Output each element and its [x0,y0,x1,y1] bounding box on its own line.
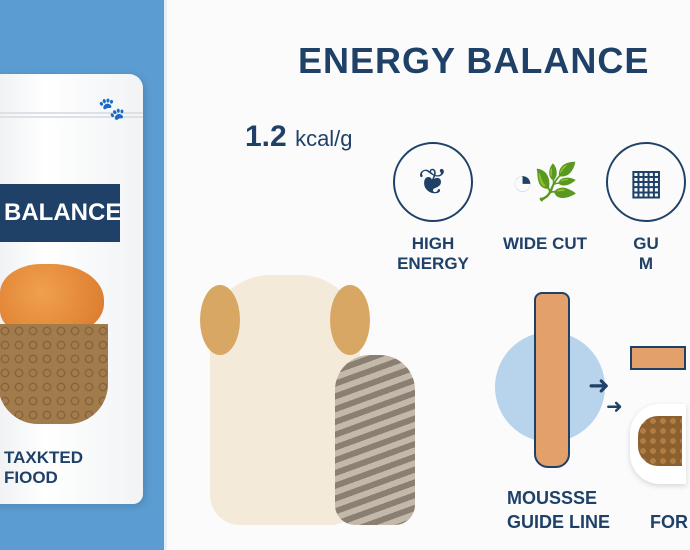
feature-label: WIDE CUT [502,234,588,253]
cat [335,355,415,525]
tube-label: MOUSSSE GUIDE LINE [507,486,610,534]
feature-label: HIGH ENERGY [397,234,469,273]
kibble-bowl [630,404,686,484]
feature-label: M [638,254,654,273]
feature-label: GU [633,234,659,253]
energy-unit: kcal/g [295,126,353,151]
dog-ear [200,285,240,355]
pouch-text-line: TAXKTED [4,448,84,467]
dog-and-cat-photo [180,275,450,545]
dog-ear [330,285,370,355]
pouch-text: TAXKTED FIOOD [4,448,83,488]
pouch-label-band: BALANCE [0,184,121,242]
tube-label-line: GUIDE LINE [507,512,611,532]
energy-value: 1.2 kcal/g [245,120,353,154]
divider [164,0,167,550]
paw-icon: 🐾 [98,96,126,121]
syringe-icon [630,346,686,370]
page-title: ENERGY BALANCE [298,40,650,81]
food-pouch: 🐾 BALANCE TAXKTED FIOOD [0,74,143,504]
kibble-image [0,324,108,424]
food-icon: ▦ [606,142,686,222]
arrow-right-icon: ➜ [606,396,623,418]
drop-leaf-icon: ◔🌿 [511,161,579,202]
tube-label-line: MOUSSSE [507,488,598,508]
kibble [638,416,682,466]
zip-seal [0,112,143,118]
feature-high-energy: ❦ HIGH ENERGY [375,142,491,274]
feature-wide-cut: ◔🌿 WIDE CUT [495,142,595,254]
energy-number: 1.2 [245,120,287,153]
arrow-right-icon: ➜ [588,370,610,400]
leaf-sprout-icon: ❦ [393,142,473,222]
pouch-text-line: FIOOD [4,468,58,487]
mousse-tube-icon [534,292,570,468]
bowl-label: FOR [650,512,688,532]
feature-third: ▦ GU M [604,142,688,274]
